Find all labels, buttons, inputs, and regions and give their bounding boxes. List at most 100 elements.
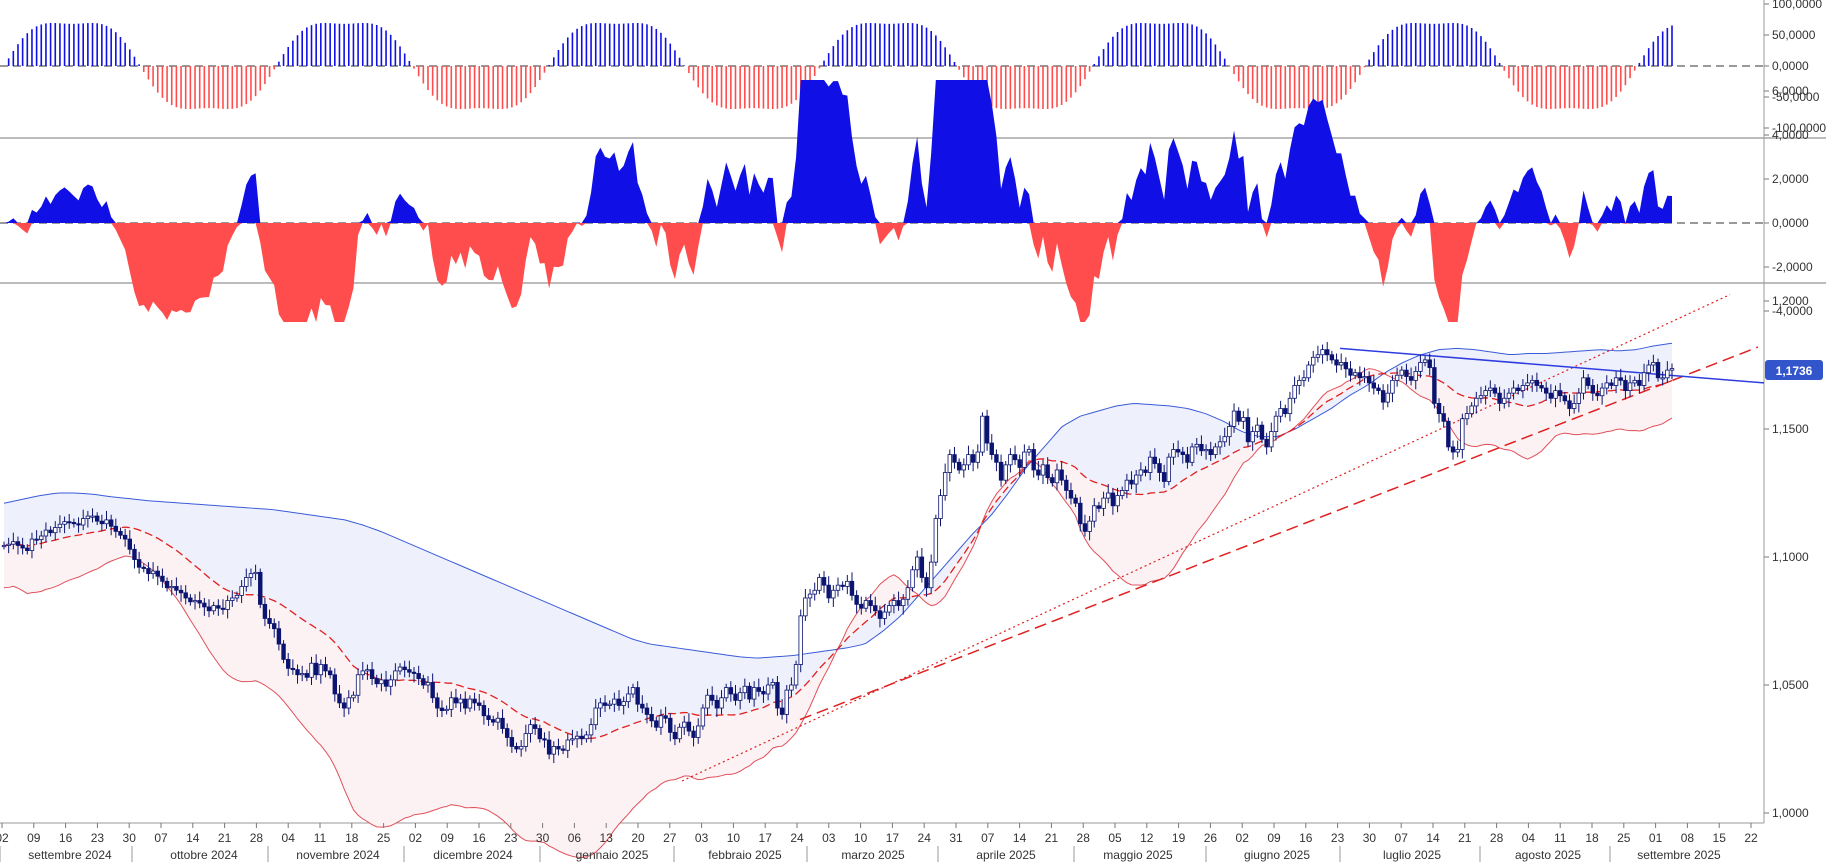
- candle-body: [62, 521, 67, 525]
- day-tick-label: 17: [886, 831, 900, 845]
- candle-body: [1441, 413, 1446, 422]
- candle-body: [383, 679, 389, 687]
- candle-body: [1464, 413, 1470, 420]
- candle-body: [141, 566, 146, 569]
- candle-body: [76, 523, 81, 526]
- candle-body: [1017, 459, 1022, 468]
- day-tick-label: 18: [345, 831, 359, 845]
- candle-body: [1567, 400, 1572, 409]
- candle-body: [1599, 387, 1605, 397]
- candle-body: [85, 515, 91, 519]
- day-tick-label: 23: [1331, 831, 1345, 845]
- candle-body: [1189, 446, 1195, 463]
- last-price-label: 1,1736: [1776, 364, 1813, 378]
- candle-body: [421, 678, 426, 686]
- month-label: settembre 2025: [1637, 848, 1721, 862]
- month-label: dicembre 2024: [433, 848, 513, 862]
- candle-body: [1161, 472, 1167, 482]
- candle-body: [332, 674, 338, 695]
- day-tick-label: 12: [1140, 831, 1154, 845]
- candle-body: [155, 570, 160, 577]
- candle-body: [710, 694, 715, 701]
- candle-body: [1418, 362, 1423, 372]
- candle-body: [197, 600, 202, 604]
- candle-body: [807, 593, 813, 599]
- candle-body: [1483, 390, 1488, 397]
- day-tick-label: 16: [1299, 831, 1313, 845]
- candle-body: [733, 693, 738, 701]
- osc2-tick-label: -2,0000: [1772, 260, 1813, 274]
- candle-body: [1245, 417, 1251, 443]
- candle-body: [682, 721, 687, 728]
- day-tick-label: 11: [1554, 831, 1567, 845]
- candle-body: [877, 610, 883, 619]
- osc1-tick-label: -100,0000: [1772, 121, 1826, 135]
- candle-body: [654, 720, 659, 728]
- midline-dashed: [3, 371, 1673, 739]
- candle-body: [477, 702, 482, 706]
- candle-body: [616, 698, 622, 706]
- candle-body: [1297, 379, 1302, 386]
- price-tick-label: 1,1000: [1772, 550, 1809, 564]
- candle-body: [71, 522, 77, 525]
- candle-body: [1250, 431, 1255, 443]
- histogram-oscillator-panel: [0, 22, 1764, 110]
- candle-body: [1092, 505, 1097, 522]
- candle-body: [747, 685, 752, 700]
- candle-body: [318, 664, 324, 676]
- candle-body: [1413, 370, 1418, 381]
- candle-body: [1050, 477, 1055, 484]
- candle-body: [6, 543, 11, 546]
- osc2-tick-label: 0,0000: [1772, 216, 1809, 230]
- candle-body: [374, 678, 379, 685]
- candle-body: [1455, 449, 1460, 453]
- candle-body: [393, 670, 398, 681]
- candle-body: [928, 561, 934, 589]
- candle-body: [1497, 392, 1502, 404]
- upper-band-fill: [4, 343, 1672, 739]
- candle-body: [1213, 446, 1218, 456]
- candle-body: [1129, 479, 1134, 485]
- month-label: giugno 2025: [1244, 848, 1310, 862]
- time-axis: 02 09 16 23 30 07 14 21 28 04 11 18 25 02 09 16 23 30 06 13…: [0, 823, 1758, 862]
- candle-body: [1278, 408, 1283, 417]
- candle-body: [793, 664, 799, 686]
- day-tick-label: 24: [918, 831, 932, 845]
- candle-body: [169, 586, 174, 589]
- candle-body: [1040, 464, 1046, 476]
- candle-body: [1516, 387, 1521, 392]
- day-tick-label: 05: [1108, 831, 1122, 845]
- candle-body: [998, 461, 1004, 481]
- candle-body: [467, 698, 473, 709]
- candle-body: [127, 538, 132, 550]
- candle-body: [295, 669, 300, 676]
- candle-body: [449, 697, 454, 710]
- candle-body: [216, 605, 221, 609]
- candle-body: [1627, 382, 1633, 392]
- candle-body: [20, 545, 25, 549]
- candle-body: [1269, 431, 1274, 448]
- candle-body: [1525, 382, 1530, 386]
- candle-body: [789, 684, 794, 691]
- lower-band-fill: [4, 368, 1672, 858]
- candle-body: [956, 461, 962, 471]
- candle-body: [1110, 492, 1116, 507]
- candle-body: [523, 733, 529, 747]
- candle-body: [700, 707, 706, 727]
- candle-body: [286, 659, 291, 669]
- candle-body: [961, 464, 966, 471]
- osc1-tick-label: 0,0000: [1772, 59, 1809, 73]
- candle-body: [1073, 497, 1078, 504]
- candle-body: [225, 600, 230, 610]
- candle-body: [607, 703, 612, 706]
- candle-body: [1469, 405, 1474, 415]
- candle-body: [150, 570, 156, 575]
- candle-body: [1399, 369, 1404, 376]
- candle-body: [304, 673, 310, 678]
- candle-body: [1231, 410, 1237, 427]
- candle-body: [537, 728, 543, 740]
- candle-body: [756, 687, 761, 692]
- candle-body: [104, 519, 109, 525]
- candle-body: [365, 669, 370, 672]
